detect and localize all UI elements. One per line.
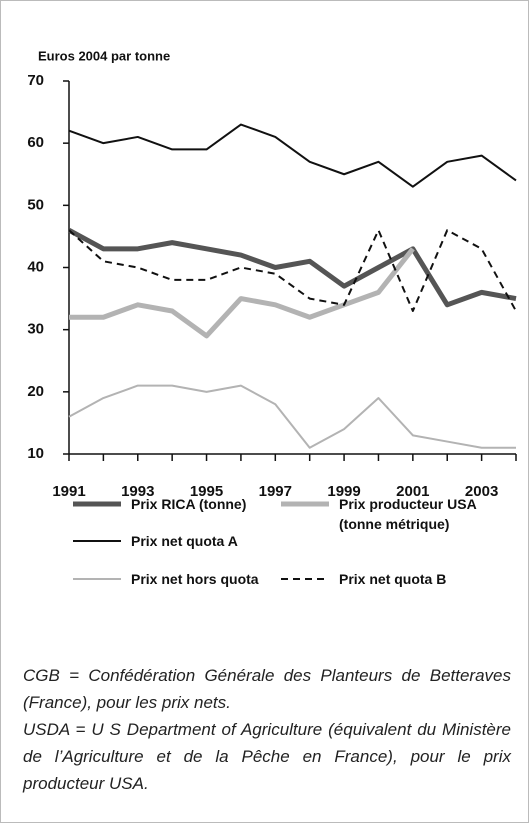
series-line: [68, 229, 517, 313]
legend-item: Prix producteur USA (tonne métrique): [279, 494, 489, 534]
series-line: [68, 123, 517, 188]
legend-swatch: [73, 578, 121, 580]
y-tick-label: 20: [27, 383, 44, 400]
x-tick-label: 1995: [190, 483, 223, 500]
legend-swatch: [73, 540, 121, 542]
y-axis-label: Euros 2004 par tonne: [38, 48, 170, 63]
legend-item: Prix RICA (tonne): [71, 494, 281, 514]
legend-item: Prix net hors quota: [71, 569, 281, 589]
x-tick-label: 1997: [259, 483, 292, 500]
legend-swatch: [281, 578, 329, 580]
legend-swatch: [73, 501, 121, 507]
series-line: [67, 228, 517, 308]
y-tick-label: 30: [27, 321, 44, 338]
legend-label: Prix RICA (tonne): [131, 496, 247, 512]
y-tick-label: 40: [27, 258, 44, 275]
y-tick-label: 10: [27, 445, 44, 462]
legend-label: Prix producteur USA (tonne métrique): [339, 496, 477, 532]
x-tick-label: 1999: [327, 483, 360, 500]
x-tick-label: 1991: [52, 483, 85, 500]
series-line: [68, 384, 516, 449]
y-tick-label: 70: [27, 72, 44, 89]
legend-label: Prix net quota B: [339, 571, 447, 587]
y-tick-label: 50: [27, 196, 44, 213]
y-tick-label: 60: [27, 134, 44, 151]
series-line: [69, 247, 415, 339]
notes: CGB = Confédération Générale des Planteu…: [23, 662, 511, 797]
legend-label: Prix net hors quota: [131, 571, 259, 587]
x-tick-label: 1993: [121, 483, 154, 500]
x-tick-label: 2003: [465, 483, 498, 500]
note: CGB = Confédération Générale des Planteu…: [23, 666, 511, 712]
legend-swatch: [281, 501, 329, 507]
legend-item: Prix net quota A: [71, 531, 281, 551]
legend-item: Prix net quota B: [279, 569, 489, 589]
x-tick-label: 2001: [396, 483, 429, 500]
note: USDA = U S Department of Agriculture (éq…: [23, 720, 511, 793]
chart: Euros 2004 par tonne 10 20 30 40 50 60 70 1991 1…: [27, 48, 517, 500]
legend-label: Prix net quota A: [131, 533, 238, 549]
